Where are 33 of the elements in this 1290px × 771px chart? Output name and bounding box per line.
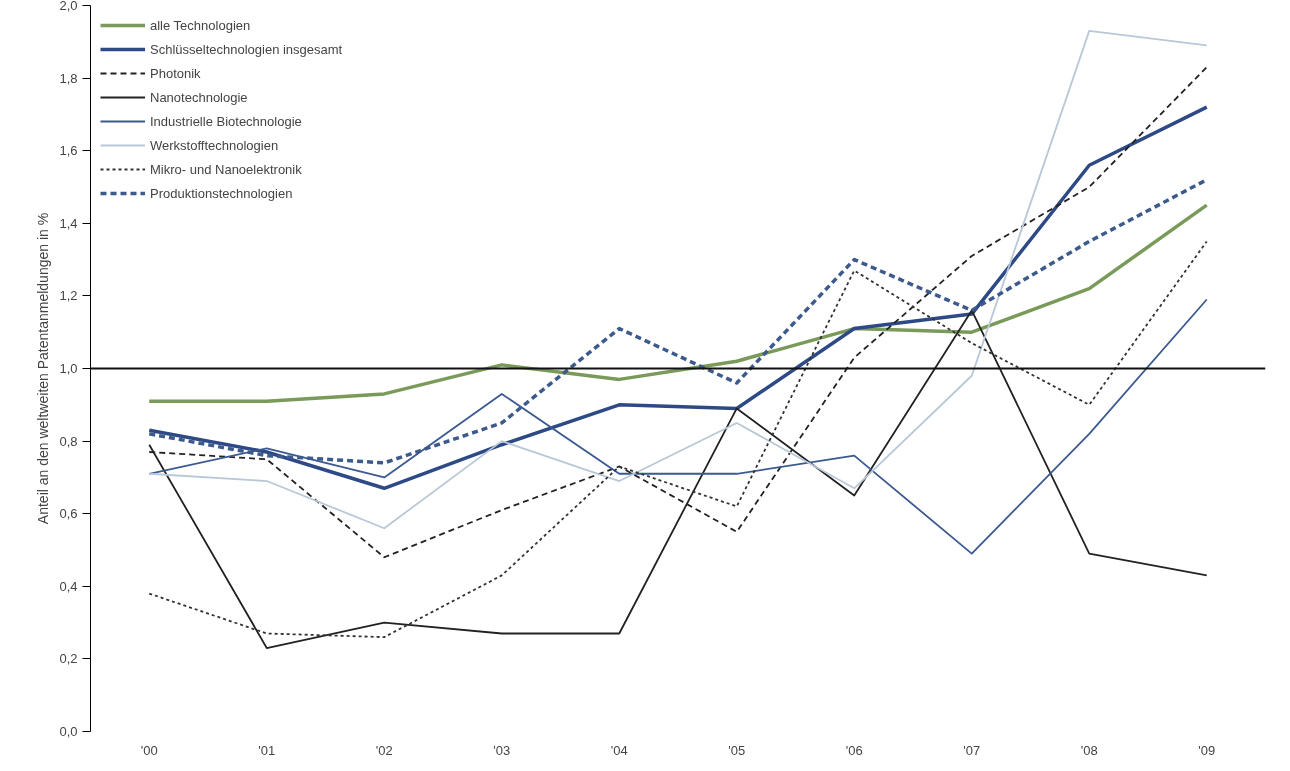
y-tick-label: 0,0 <box>59 724 78 739</box>
y-tick-label: 0,8 <box>59 433 78 449</box>
x-tick-label: '04 <box>610 742 628 758</box>
x-tick-label: '08 <box>1080 742 1098 758</box>
legend-label: Industrielle Biotechnologie <box>150 113 302 129</box>
legend-label: Werkstofftechnologien <box>150 137 279 153</box>
y-tick-label: 1,2 <box>59 288 78 304</box>
legend-label: Nanotechnologie <box>150 89 248 105</box>
legend-label: Schlüsseltechnologien insgesamt <box>150 41 343 57</box>
line-series <box>148 240 1208 639</box>
x-tick-label: '02 <box>375 742 393 758</box>
legend-label: Mikro- und Nanoelektronik <box>150 161 302 177</box>
y-tick-label: 0,2 <box>59 651 78 667</box>
x-tick-label: '05 <box>728 742 746 758</box>
y-tick-label: 1,4 <box>59 215 78 231</box>
y-tick-label: 1,8 <box>59 70 78 86</box>
y-tick-label: 2,0 <box>59 0 78 13</box>
y-axis-title: Anteil an den weltweiten Patentanmeldungen in % <box>35 212 52 525</box>
x-tick-label: '00 <box>140 742 158 758</box>
x-tick-label: '01 <box>258 742 276 758</box>
y-tick-label: 1,6 <box>59 143 78 159</box>
y-tick-label: 0,6 <box>59 506 78 522</box>
legend-label: Photonik <box>150 65 201 81</box>
y-tick-label: 0,4 <box>59 578 78 594</box>
x-tick-label: '07 <box>963 742 981 758</box>
line-series <box>147 203 1209 403</box>
x-tick-label: '06 <box>845 742 863 758</box>
legend-label: alle Technologien <box>150 17 251 33</box>
x-tick-label: '09 <box>1198 742 1216 758</box>
y-tick-label: 1,0 <box>59 361 78 376</box>
line-series <box>147 105 1209 491</box>
x-tick-label: '03 <box>493 742 511 758</box>
legend-label: Produktionstechnologien <box>150 185 293 201</box>
